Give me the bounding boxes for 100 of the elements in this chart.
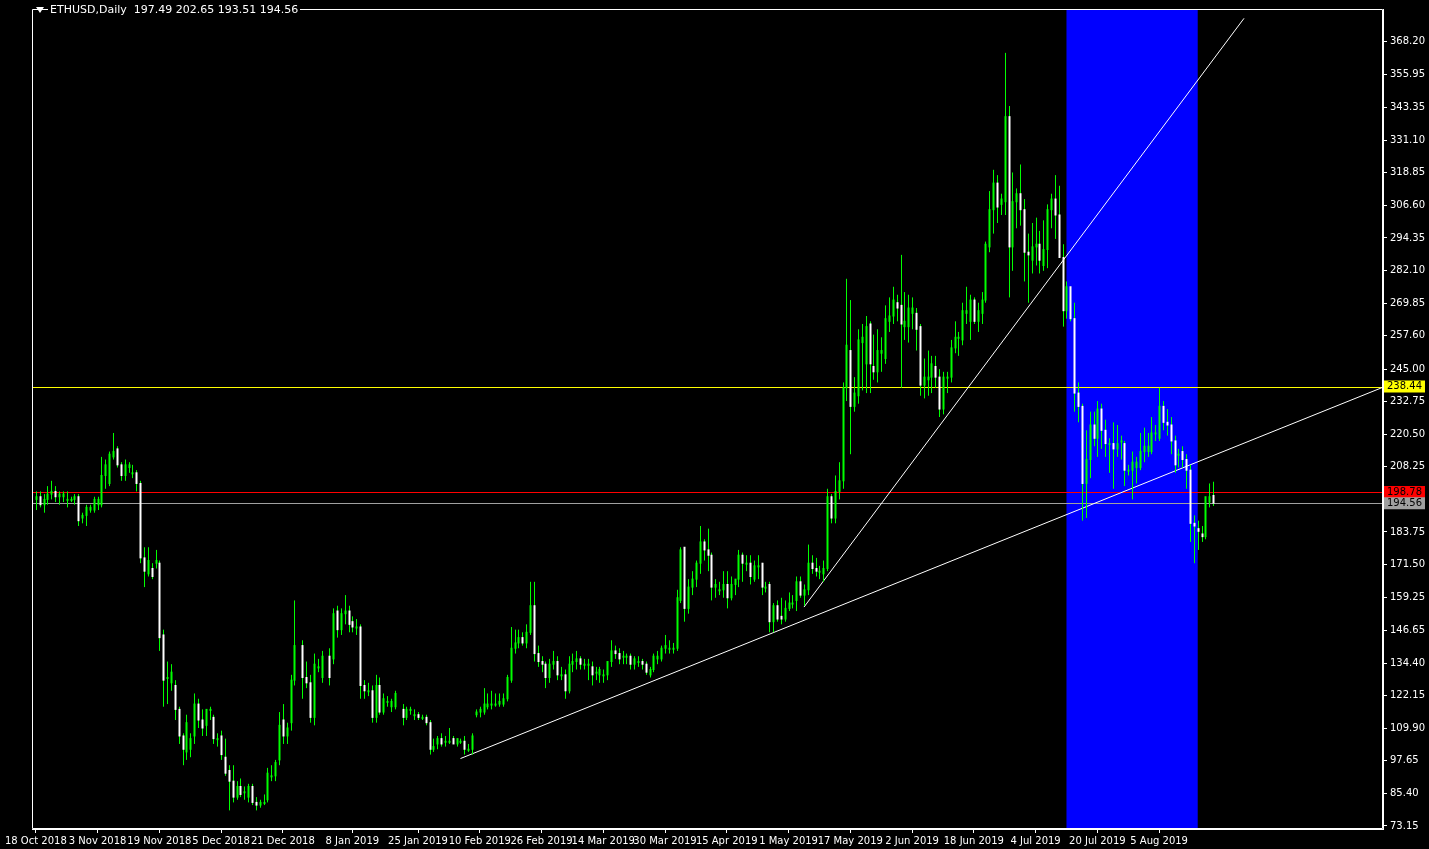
y-tick-label: 269.85 xyxy=(1390,296,1425,308)
candlestick xyxy=(328,647,331,686)
candlestick xyxy=(1038,230,1041,274)
candlestick xyxy=(212,714,215,745)
candlestick xyxy=(1170,416,1173,455)
x-tick-label: 4 Jul 2019 xyxy=(1010,834,1061,846)
candlestick xyxy=(1042,219,1045,272)
x-tick-label: 25 Jan 2019 xyxy=(388,834,448,846)
candlestick xyxy=(544,661,547,689)
candlestick xyxy=(838,461,841,500)
candlestick xyxy=(548,658,551,684)
candlestick xyxy=(1050,193,1053,229)
candlestick xyxy=(923,358,926,399)
candlestick xyxy=(205,708,208,737)
candlestick xyxy=(124,459,127,482)
candlestick xyxy=(216,732,219,748)
candlestick xyxy=(247,783,250,803)
candlestick xyxy=(1100,403,1103,450)
candlestick xyxy=(494,692,497,708)
x-tick-label: 5 Aug 2019 xyxy=(1130,834,1188,846)
candlestick xyxy=(1015,187,1018,229)
candlestick xyxy=(243,785,246,801)
candlestick xyxy=(934,355,937,389)
candlestick xyxy=(35,490,38,511)
candlestick xyxy=(1108,437,1111,474)
candlestick xyxy=(239,778,242,798)
candlestick xyxy=(1143,427,1146,463)
candlestick xyxy=(1093,411,1096,447)
candlestick xyxy=(525,623,528,649)
candlestick xyxy=(903,291,906,341)
candlestick xyxy=(228,764,231,811)
candlestick xyxy=(1147,432,1150,458)
y-tick-label: 97.65 xyxy=(1390,754,1419,766)
candlestick xyxy=(772,602,775,633)
candlestick xyxy=(236,780,239,801)
candlestick xyxy=(1135,456,1138,484)
candlestick xyxy=(104,459,107,490)
candlestick xyxy=(687,578,690,615)
candlestick xyxy=(757,554,760,580)
candlestick xyxy=(803,583,806,607)
candlestick xyxy=(915,307,918,352)
x-tick-label: 10 Feb 2019 xyxy=(448,834,511,846)
candlestick xyxy=(830,493,833,524)
candlestick xyxy=(1131,451,1134,500)
candlestick xyxy=(911,296,914,330)
candlestick xyxy=(363,679,366,700)
candlestick xyxy=(305,661,308,689)
candlestick xyxy=(896,294,899,322)
candlestick xyxy=(811,554,814,575)
candlestick xyxy=(120,461,123,482)
candlestick xyxy=(861,323,864,391)
y-tick-label: 257.60 xyxy=(1390,329,1425,341)
candlestick xyxy=(471,732,474,756)
candlestick xyxy=(274,759,277,782)
x-tick-label: 26 Feb 2019 xyxy=(510,834,573,846)
candlestick xyxy=(552,650,555,671)
candlestick xyxy=(714,578,717,599)
candlestick xyxy=(784,599,787,623)
candlestick xyxy=(336,605,339,639)
candlestick xyxy=(514,629,517,655)
x-tick-label: 21 Dec 2018 xyxy=(250,834,315,846)
ref-line-label: 238.44 xyxy=(1387,380,1422,392)
candlestick xyxy=(517,629,520,649)
candlestick xyxy=(1000,193,1003,216)
candlestick xyxy=(722,570,725,599)
candlestick xyxy=(1116,424,1119,458)
x-tick-label: 17 May 2019 xyxy=(817,834,883,846)
candlestick xyxy=(957,331,960,357)
candlestick xyxy=(382,692,385,716)
candlestick xyxy=(463,735,466,756)
x-tick-label: 19 Nov 2018 xyxy=(127,834,192,846)
y-tick-label: 306.60 xyxy=(1390,199,1425,211)
candlestick xyxy=(799,575,802,599)
y-tick-label: 122.15 xyxy=(1390,689,1425,701)
candlestick xyxy=(1162,400,1165,431)
candlestick xyxy=(490,690,493,710)
y-tick-label: 294.35 xyxy=(1390,231,1425,243)
candlestick xyxy=(969,294,972,341)
x-tick-label: 8 Jan 2019 xyxy=(325,834,380,846)
x-tick-label: 30 Mar 2019 xyxy=(633,834,697,846)
candlestick xyxy=(116,445,119,469)
y-tick-label: 331.10 xyxy=(1390,133,1425,145)
candlestick xyxy=(749,554,752,585)
y-tick-label: 85.40 xyxy=(1390,786,1419,798)
candlestick xyxy=(587,658,590,681)
candlestick xyxy=(795,575,798,612)
y-tick-label: 146.65 xyxy=(1390,624,1425,636)
candlestick xyxy=(282,703,285,745)
x-tick-label: 18 Oct 2018 xyxy=(4,834,67,846)
candlestick xyxy=(506,674,509,702)
y-tick-label: 282.10 xyxy=(1390,264,1425,276)
candlestick xyxy=(286,722,289,745)
candlestick xyxy=(1104,419,1107,458)
candlestick xyxy=(741,552,744,583)
candlestick xyxy=(880,336,883,373)
candlestick xyxy=(930,355,933,394)
x-tick-label: 1 May 2019 xyxy=(759,834,818,846)
candlestick xyxy=(189,732,192,758)
candlestick xyxy=(232,764,235,803)
y-tick-label: 232.75 xyxy=(1390,395,1425,407)
